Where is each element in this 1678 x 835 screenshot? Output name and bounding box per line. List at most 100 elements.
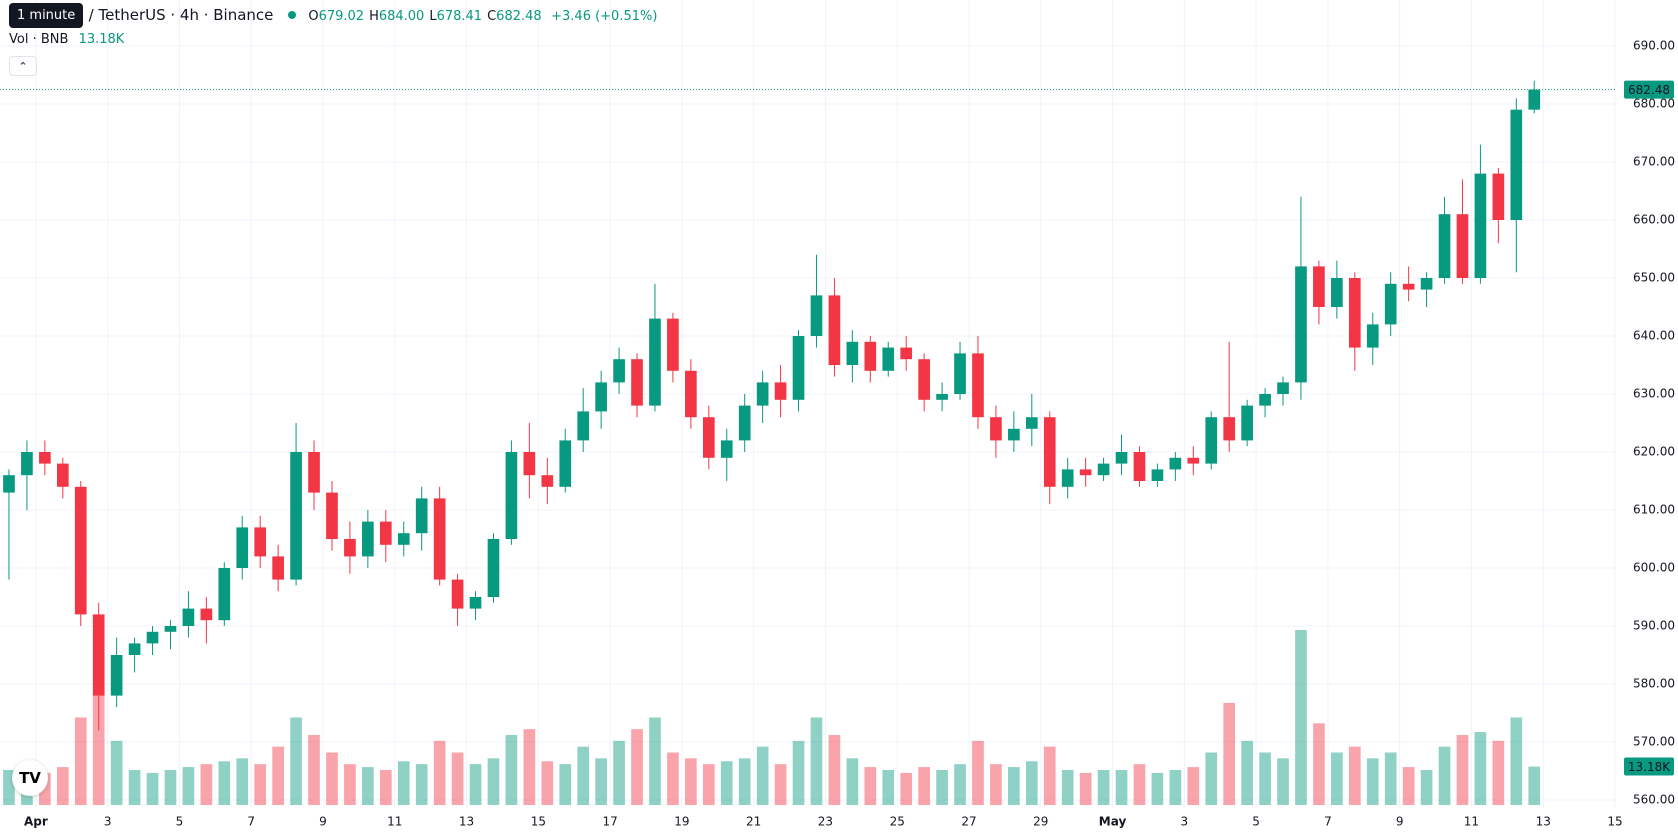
volume-title: Vol · BNB xyxy=(9,32,69,47)
candle-body xyxy=(595,382,607,412)
candle-body xyxy=(774,382,787,400)
candle-body xyxy=(631,359,643,406)
candle-body xyxy=(738,405,751,441)
volume-bar xyxy=(792,740,805,805)
volume-bar xyxy=(1169,770,1182,805)
candle-body xyxy=(685,370,697,418)
candle-body xyxy=(577,411,590,441)
ohlc-value: 684.00 xyxy=(378,9,425,24)
y-tick-label: 640.00 xyxy=(1633,329,1675,343)
candle-body xyxy=(344,539,356,557)
price-axis xyxy=(1615,0,1678,835)
volume-bar xyxy=(1456,735,1469,805)
x-tick-label: 9 xyxy=(1396,815,1404,829)
candle-body xyxy=(649,318,661,406)
candle-body xyxy=(1277,382,1289,394)
candle-body xyxy=(56,463,69,487)
candle-body xyxy=(110,655,123,696)
volume-bar xyxy=(39,772,51,805)
candle-body xyxy=(236,527,249,568)
candle-body xyxy=(1061,469,1074,487)
y-tick-label: 620.00 xyxy=(1633,445,1675,459)
x-tick-label: 11 xyxy=(387,815,402,829)
volume-bar xyxy=(3,770,15,805)
y-tick-label: 660.00 xyxy=(1633,213,1675,227)
y-tick-label: 590.00 xyxy=(1633,619,1675,633)
volume-bar xyxy=(828,735,841,805)
candle-body xyxy=(433,498,446,580)
candle-body xyxy=(308,452,320,493)
candle-body xyxy=(128,643,141,655)
candle-body xyxy=(1384,283,1397,325)
ohlc-value: 678.41 xyxy=(436,9,483,24)
ohlc-key: L xyxy=(429,9,437,24)
volume-bar xyxy=(218,761,231,805)
change: +3.46 (+0.51%) xyxy=(551,9,658,24)
volume-value: 13.18K xyxy=(78,32,125,47)
volume-bar xyxy=(523,729,536,805)
candle-body xyxy=(720,440,733,458)
candle-body xyxy=(1079,469,1092,476)
candle-body xyxy=(3,475,15,493)
candle-body xyxy=(1420,278,1433,290)
volume-row: Vol · BNB 13.18K xyxy=(9,32,124,47)
volume-bar xyxy=(685,758,697,805)
candle-body xyxy=(487,539,500,597)
tooltip: 1 minute xyxy=(9,3,84,28)
volume-bar xyxy=(487,758,500,805)
volume-bar xyxy=(1510,717,1523,805)
volume-bar xyxy=(254,764,267,805)
volume-bar xyxy=(92,694,105,805)
candle-body xyxy=(451,579,464,609)
candle-body xyxy=(397,533,410,545)
candle-body xyxy=(990,417,1002,441)
candle-body xyxy=(828,295,841,365)
candle-body xyxy=(362,521,374,557)
volume-bar xyxy=(720,761,733,805)
volume-bar xyxy=(541,761,554,805)
collapse-button[interactable]: ⌃ xyxy=(9,56,37,76)
volume-bar xyxy=(362,767,374,805)
candle-body xyxy=(882,347,895,371)
candle-body xyxy=(667,318,679,371)
volume-bar xyxy=(1492,740,1505,805)
volume-bar xyxy=(1259,752,1271,805)
volume-bar xyxy=(918,767,930,805)
x-tick-label: May xyxy=(1099,815,1127,829)
volume-bar xyxy=(344,764,356,805)
candle-body xyxy=(1223,417,1236,441)
volume-bar xyxy=(1277,758,1289,805)
volume-bar xyxy=(1438,746,1451,805)
symbol-row: BNB Coin / TetherUS · 4h · Binance O679.… xyxy=(14,6,657,24)
candle-body xyxy=(1528,89,1541,110)
volume-bar xyxy=(164,770,177,805)
x-tick-label: 19 xyxy=(674,815,689,829)
candle-body xyxy=(1402,283,1415,290)
volume-tag-label: 13.18K xyxy=(1628,760,1671,774)
volume-bar xyxy=(1313,723,1325,805)
volume-bar xyxy=(649,717,661,805)
candle-body xyxy=(290,452,302,580)
volume-bar xyxy=(1474,732,1487,805)
price-tag xyxy=(1624,80,1674,99)
candle-body xyxy=(972,353,984,418)
x-tick-label: 21 xyxy=(746,815,761,829)
candle-body xyxy=(326,492,338,539)
logo[interactable]: TV xyxy=(12,760,48,796)
volume-bar xyxy=(1097,770,1110,805)
volume-bar xyxy=(990,764,1002,805)
candle-body xyxy=(182,608,195,626)
y-tick-label: 610.00 xyxy=(1633,503,1675,517)
x-tick-label: 13 xyxy=(459,815,474,829)
volume-bar xyxy=(326,752,338,805)
candle-body xyxy=(164,626,177,632)
ohlc-value: 682.48 xyxy=(496,9,542,24)
volume-bar xyxy=(882,770,895,805)
y-tick-label: 600.00 xyxy=(1633,561,1675,575)
volume-bar xyxy=(1348,746,1361,805)
y-tick-label: 630.00 xyxy=(1633,387,1675,401)
ohlc: O679.02 H684.00 L678.41 C682.48 xyxy=(308,9,546,24)
candle-body xyxy=(74,486,87,615)
volume-bar xyxy=(954,764,966,805)
